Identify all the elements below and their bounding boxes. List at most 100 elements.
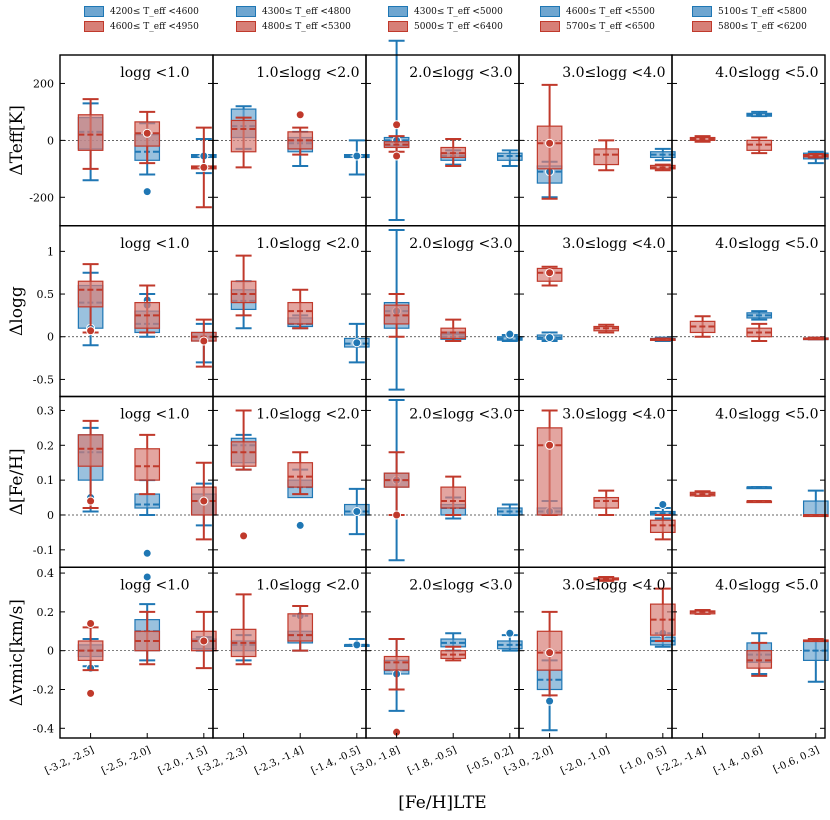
- legend-entry: 5000≤ T_eff <6400: [388, 21, 503, 32]
- x-tick-label: [-0.6, 0.3]: [772, 745, 821, 776]
- panel: [212, 395, 370, 568]
- iqr-box: [593, 148, 620, 166]
- legend-label: 5700≤ T_eff <6500: [566, 22, 655, 32]
- x-axis-label: [Fe/H]LTE: [398, 793, 486, 813]
- legend-label: 4600≤ T_eff <4950: [110, 22, 199, 32]
- x-tick-label: [-2.5, -2.0]: [100, 745, 153, 777]
- flier-point: [86, 496, 96, 506]
- panel-title: 3.0≤logg <4.0: [562, 65, 665, 81]
- panel-title: 3.0≤logg <4.0: [562, 236, 665, 252]
- flier-point: [352, 338, 362, 348]
- flier-point: [352, 506, 362, 516]
- flier-point: [352, 151, 362, 161]
- legend-label: 4600≤ T_eff <5500: [566, 7, 655, 17]
- legend-swatch: [540, 21, 560, 32]
- y-axis-label: ΔTeff[K]: [7, 105, 27, 175]
- panel-title: logg <1.0: [120, 577, 189, 593]
- iqr-box: [230, 280, 257, 304]
- panel-title: 1.0≤logg <2.0: [256, 407, 359, 423]
- y-tick-label: -0.4: [33, 722, 54, 735]
- flier-point: [199, 336, 209, 346]
- flier-point: [86, 326, 96, 336]
- flier-point: [392, 120, 402, 130]
- iqr-box: [134, 493, 161, 509]
- y-tick-label: 200: [33, 77, 54, 90]
- y-tick-label: 0: [47, 645, 54, 658]
- legend-label: 5000≤ T_eff <6400: [414, 22, 503, 32]
- flier-point: [86, 688, 96, 698]
- y-tick-label: -200: [29, 191, 54, 204]
- panel-title: 1.0≤logg <2.0: [256, 236, 359, 252]
- flier-point: [142, 572, 152, 582]
- flier-point: [392, 510, 402, 520]
- panel-title: 2.0≤logg <3.0: [409, 407, 512, 423]
- panel-title: 2.0≤logg <3.0: [409, 65, 512, 81]
- flier-point: [199, 162, 209, 172]
- flier-point: [199, 636, 209, 646]
- y-tick-label: 0: [47, 331, 54, 344]
- iqr-box: [536, 630, 563, 671]
- y-tick-label: 0.5: [37, 288, 55, 301]
- flier-point: [142, 128, 152, 138]
- legend-label: 4300≤ T_eff <5000: [414, 7, 503, 17]
- legend-entry: 4600≤ T_eff <5500: [540, 6, 655, 17]
- y-tick-label: 0: [47, 134, 54, 147]
- legend-entry: 5700≤ T_eff <6500: [540, 21, 655, 32]
- panel-title: 3.0≤logg <4.0: [562, 407, 665, 423]
- iqr-box: [287, 301, 314, 325]
- flier-point: [545, 333, 555, 343]
- flier-point: [239, 531, 249, 541]
- flier-point: [545, 440, 555, 450]
- iqr-box: [287, 462, 314, 488]
- y-tick-label: 0.3: [37, 404, 55, 417]
- panel-title: 1.0≤logg <2.0: [256, 577, 359, 593]
- iqr-box: [230, 119, 257, 153]
- iqr-box: [134, 448, 161, 481]
- panel: [365, 39, 523, 227]
- flier-point: [545, 268, 555, 278]
- legend-swatch: [84, 21, 104, 32]
- y-tick-label: 1: [47, 245, 54, 258]
- y-tick-label: -0.1: [33, 544, 54, 557]
- flier-point: [505, 628, 515, 638]
- legend-entry: 5100≤ T_eff <5800: [692, 6, 807, 17]
- flier-point: [86, 619, 96, 629]
- flier-point: [545, 138, 555, 148]
- panel-frame: [671, 566, 826, 739]
- legend-label: 4200≤ T_eff <4600: [110, 7, 199, 17]
- flier-point: [658, 500, 668, 510]
- panel-title: 4.0≤logg <5.0: [715, 407, 818, 423]
- panel-title: 3.0≤logg <4.0: [562, 577, 665, 593]
- legend-label: 5100≤ T_eff <5800: [718, 7, 807, 17]
- y-tick-label: 0.4: [37, 567, 55, 580]
- panel: [59, 395, 217, 568]
- legend-swatch: [236, 21, 256, 32]
- flier-point: [392, 151, 402, 161]
- panel: [518, 395, 676, 568]
- legend-label: 4800≤ T_eff <5300: [262, 22, 351, 32]
- legend-swatch: [540, 6, 560, 17]
- x-tick-label: [-1.8, -0.5]: [406, 745, 459, 777]
- y-tick-label: 0: [47, 509, 54, 522]
- panel: [59, 566, 217, 739]
- legend-swatch: [388, 21, 408, 32]
- legend-swatch: [84, 6, 104, 17]
- panel-title: 2.0≤logg <3.0: [409, 577, 512, 593]
- panel: [365, 225, 523, 398]
- legend-label: 5800≤ T_eff <6200: [718, 22, 807, 32]
- iqr-box: [440, 486, 467, 509]
- iqr-box: [230, 441, 257, 467]
- panel-title: 1.0≤logg <2.0: [256, 65, 359, 81]
- legend: 4200≤ T_eff <4600 4600≤ T_eff <4950 4300≤ …: [80, 6, 830, 36]
- panel: [518, 566, 676, 739]
- y-tick-label: -0.2: [33, 683, 54, 696]
- legend-entry: 4800≤ T_eff <5300: [236, 21, 351, 32]
- panel-title: 2.0≤logg <3.0: [409, 236, 512, 252]
- x-tick-label: [-1.4, -0.6]: [712, 745, 765, 777]
- flier-point: [295, 520, 305, 530]
- y-axis-label: Δ[Fe/H]: [7, 448, 27, 515]
- panel-title: logg <1.0: [120, 236, 189, 252]
- iqr-box: [593, 496, 620, 509]
- legend-entry: 4200≤ T_eff <4600: [84, 6, 199, 17]
- y-axis-label: Δlogg: [7, 286, 27, 336]
